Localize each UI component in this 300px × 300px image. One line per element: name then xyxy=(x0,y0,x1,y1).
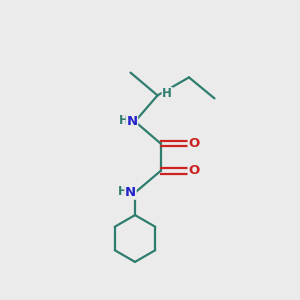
Text: N: N xyxy=(125,186,136,199)
Text: H: H xyxy=(119,114,128,127)
Text: H: H xyxy=(118,184,127,198)
Text: O: O xyxy=(188,164,200,178)
Text: N: N xyxy=(126,115,138,128)
Text: O: O xyxy=(188,137,200,150)
Text: H: H xyxy=(162,87,172,101)
